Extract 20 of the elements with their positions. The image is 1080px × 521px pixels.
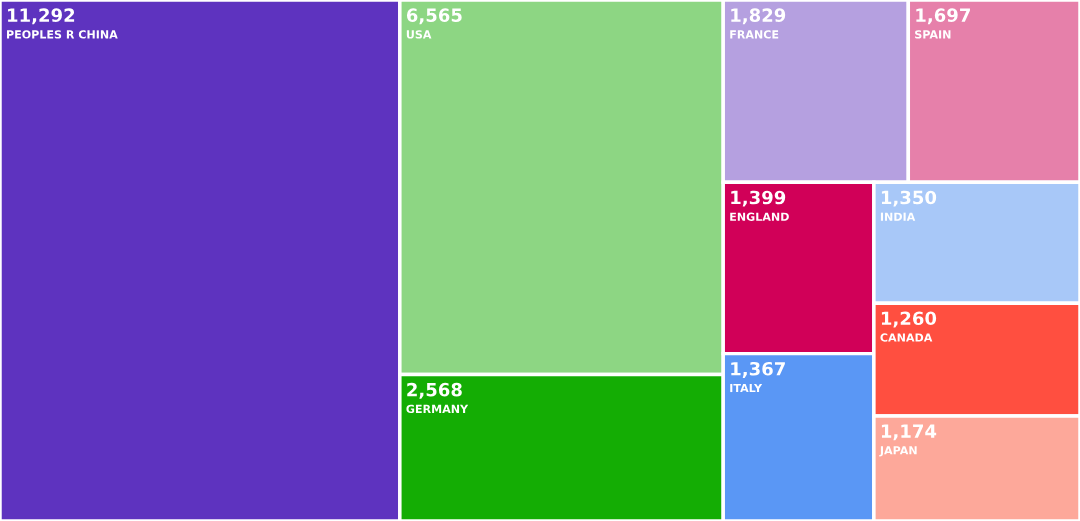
data-label: 1,399 (731, 190, 786, 207)
data-label: 1,367 (731, 361, 785, 378)
data-label: 11,292 (8, 8, 75, 25)
data-label: 1,697 (916, 8, 970, 25)
category-label: FRANCE (730, 30, 779, 39)
category-label: ITALY (730, 383, 763, 393)
data-label: 1,174 (881, 424, 937, 441)
category-label: PEOPLES R CHINA (7, 30, 118, 39)
data-label: 2,568 (407, 382, 462, 399)
data-label: 6,565 (406, 8, 462, 25)
data-label: 1,260 (881, 311, 937, 328)
category-label: JAPAN (879, 446, 917, 457)
data-label: 1,350 (881, 190, 937, 207)
category-label: INDIA (880, 212, 916, 221)
category-label: ENGLAND (730, 212, 789, 221)
category-label: GERMANY (406, 404, 469, 414)
data-label: 1,829 (731, 8, 786, 25)
category-label: USA (406, 30, 432, 39)
category-label: SPAIN (915, 30, 951, 39)
category-label: CANADA (880, 333, 933, 342)
